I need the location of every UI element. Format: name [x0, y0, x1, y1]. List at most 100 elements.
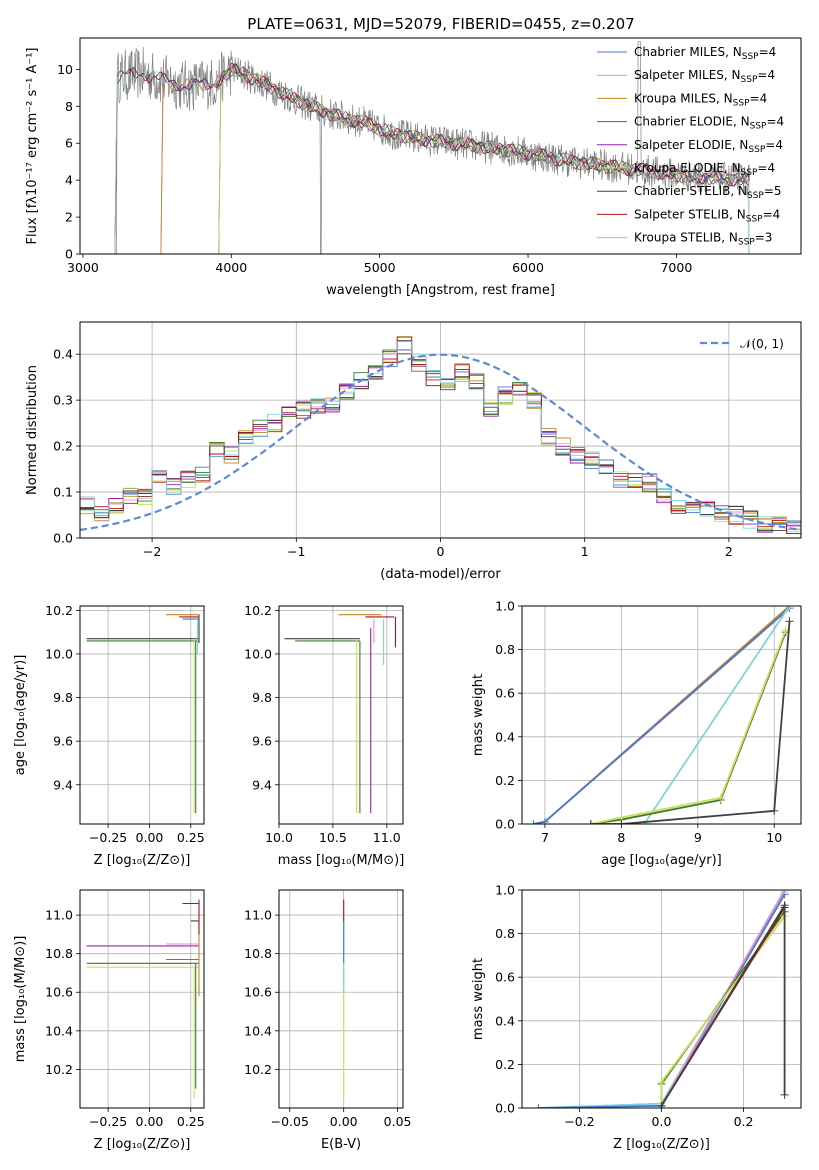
data-point-marker [716, 793, 725, 802]
x-axis-label: E(B-V) [321, 1137, 361, 1152]
x-tick-label: 0.00 [136, 1114, 164, 1129]
model-spectrum-line [218, 64, 750, 254]
x-tick-label: 4000 [215, 260, 247, 275]
data-point-marker [534, 1104, 543, 1108]
x-tick-label: 0 [437, 544, 445, 559]
y-tick-label: 0.8 [495, 926, 515, 941]
y-tick-label: 0.8 [495, 642, 515, 657]
plot-area [529, 606, 794, 824]
y-tick-label: 10.6 [244, 985, 272, 1000]
legend-entry: Kroupa ELODIE, NSSP=4 [634, 161, 775, 178]
mass-weight-line [590, 629, 787, 824]
axes-frame [79, 605, 205, 825]
x-axis-label: age [log₁₀(age/yr)] [601, 853, 722, 868]
spectrum-legend: Chabrier MILES, NSSP=4 Salpeter MILES, NS… [597, 45, 784, 248]
x-tick-label: 9 [694, 830, 702, 845]
y-tick-label: 10.2 [244, 1062, 272, 1077]
legend-entry: Chabrier ELODIE, NSSP=4 [634, 115, 784, 132]
data-point-marker [780, 1090, 789, 1099]
x-tick-label: 1 [581, 544, 589, 559]
y-tick-label: 9.8 [53, 690, 73, 705]
y-axis-label: mass weight [471, 674, 486, 756]
plot-area [284, 614, 397, 814]
x-tick-label: 0.00 [330, 1114, 358, 1129]
y-axis-label: Flux [fλ10⁻¹⁷ erg cm⁻² s⁻¹ A⁻¹] [25, 48, 40, 245]
x-tick-label: 0.25 [177, 1114, 205, 1129]
x-tick-label: 7 [541, 830, 549, 845]
model-spectrum-line [114, 63, 750, 254]
panel-residuals: −2 −1 0 1 2 0.0 0.1 0.2 0.3 0.4 𝒩(0, 1) (data-model… [25, 321, 802, 582]
y-tick-label: 0.6 [495, 970, 515, 985]
axes-frame [79, 889, 205, 1109]
y-tick-label: 0 [65, 247, 73, 262]
x-tick-label: 6000 [512, 260, 544, 275]
y-tick-label: 0.2 [495, 773, 515, 788]
x-axis-label: Z [log₁₀(Z/Z⊙)] [94, 1137, 191, 1152]
y-tick-label: 0.0 [53, 531, 73, 546]
x-tick-label: 0.05 [384, 1114, 412, 1129]
data-point-marker [785, 617, 794, 626]
observed-spectrum-line [115, 41, 750, 254]
legend-entry: Salpeter MILES, NSSP=4 [634, 68, 775, 85]
mass-weight-line [643, 606, 791, 824]
x-axis-label: Z [log₁₀(Z/Z⊙)] [613, 1137, 710, 1152]
y-tick-label: 10.0 [45, 646, 73, 661]
x-axis-label: mass [log₁₀(M/M⊙)] [278, 853, 405, 868]
y-tick-label: 10.2 [45, 603, 73, 618]
data-point-marker [657, 1077, 666, 1086]
y-axis-label: mass [log₁₀(M/M⊙)] [13, 936, 28, 1063]
data-point-marker [785, 606, 794, 610]
y-tick-label: 10.8 [45, 946, 73, 961]
panel-age-vs-mass: 10.0 10.5 11.0 9.4 9.6 9.8 10.0 10.2 mass [log₁₀… [244, 603, 404, 868]
x-tick-label: 7000 [660, 260, 692, 275]
normal-distribution-line [80, 353, 801, 531]
y-tick-label: 0.4 [495, 729, 515, 744]
data-point-marker [529, 820, 538, 824]
legend-entry: Kroupa MILES, NSSP=4 [634, 91, 767, 108]
figure-title: PLATE=0631, MJD=52079, FIBERID=0455, z=0… [247, 15, 634, 33]
data-point-marker [617, 820, 626, 824]
x-tick-label: 10.0 [265, 830, 293, 845]
axes-frame [521, 889, 802, 1109]
model-spectrum-line [160, 62, 750, 254]
panel-age-vs-Z: −0.25 0.00 0.25 9.4 9.6 9.8 10.0 10.2 Z [log₁₀(Z… [13, 603, 205, 868]
y-tick-label: 10.2 [45, 1062, 73, 1077]
y-axis-label: age [log₁₀(age/yr)] [13, 655, 28, 776]
y-tick-label: 4 [65, 173, 73, 188]
mass-weight-line [660, 915, 786, 1108]
x-tick-label: −0.25 [89, 1114, 127, 1129]
mass-weight-line [590, 631, 787, 824]
y-tick-label: 0.2 [53, 439, 73, 454]
x-tick-label: 0.25 [177, 830, 205, 845]
y-tick-label: 10.4 [45, 1023, 73, 1038]
legend-entry: Chabrier STELIB, NSSP=5 [634, 184, 782, 201]
panel-mass-vs-Z: −0.25 0.00 0.25 10.2 10.4 10.6 10.8 11.0 Z [log₁… [13, 889, 205, 1152]
y-tick-label: 10.4 [244, 1023, 272, 1038]
x-tick-label: −2 [143, 544, 161, 559]
x-axis-label: (data-model)/error [380, 567, 501, 582]
plot-area [114, 41, 750, 254]
panel-weight-vs-Z: −0.2 0.0 0.2 0.0 0.2 0.4 0.6 0.8 1.0 Z [log₁₀(Z/Z… [471, 883, 802, 1152]
panel-weight-vs-age: 7 8 9 10 0.0 0.2 0.4 0.6 0.8 1.0 age [log₁₀(age/yr… [471, 599, 802, 868]
legend-entry: Salpeter STELIB, NSSP=4 [634, 207, 780, 224]
x-tick-label: 10 [766, 830, 782, 845]
x-tick-label: 0.0 [652, 1114, 672, 1129]
plot-area [86, 899, 200, 1099]
residual-legend: 𝒩(0, 1) [700, 337, 784, 351]
y-tick-label: 9.8 [252, 690, 272, 705]
data-point-marker [770, 806, 779, 815]
legend-entry: Salpeter ELODIE, NSSP=4 [634, 138, 783, 155]
y-tick-label: 0.3 [53, 393, 73, 408]
x-axis-label: Z [log₁₀(Z/Z⊙)] [94, 853, 191, 868]
mass-weight-line [660, 906, 786, 1108]
y-tick-label: 0.4 [495, 1013, 515, 1028]
x-tick-label: 5000 [364, 260, 396, 275]
x-tick-label: 2 [725, 544, 733, 559]
mass-weight-line [590, 621, 791, 824]
plot-area [86, 614, 200, 814]
legend-entry: 𝒩(0, 1) [740, 337, 784, 351]
x-tick-label: 0.00 [136, 830, 164, 845]
model-spectrum-line [114, 65, 750, 254]
panel-spectrum: 3000 4000 5000 6000 7000 0 2 4 6 8 10 Chabrier MILE… [25, 37, 802, 298]
axes-frame [521, 605, 802, 825]
